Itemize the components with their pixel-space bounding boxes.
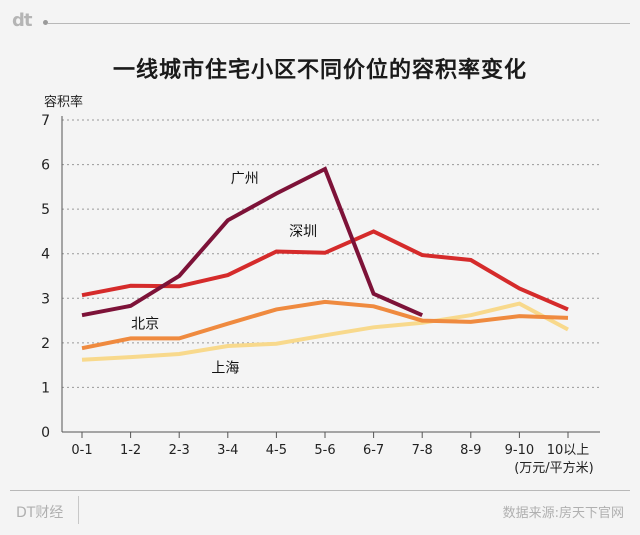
x-tick-label: 4-5 [266,443,287,458]
series-label-上海: 上海 [211,360,239,376]
x-tick-label: 8-9 [460,443,481,458]
top-rule [48,23,630,24]
series-line-上海 [81,301,569,362]
series-label-广州: 广州 [231,171,259,187]
y-axis-label: 容积率 [44,94,83,110]
y-tick-label: 7 [41,113,50,129]
x-tick-label: 10以上 [547,443,590,458]
x-tick-label: 6-7 [363,443,384,458]
series-label-北京: 北京 [131,316,159,332]
y-tick-label: 3 [41,291,50,307]
y-tick-label: 0 [41,425,50,441]
series-label-深圳: 深圳 [289,224,317,240]
x-tick-label: 1-2 [120,443,141,458]
footer-rule [10,490,630,491]
x-tick-label: 0-1 [71,443,92,458]
y-tick-label: 4 [41,247,50,263]
y-tick-label: 5 [41,202,50,218]
dt-logo: dt [12,10,32,31]
x-tick-label: 2-3 [169,443,190,458]
source-label: 数据来源:房天下官网 [502,506,624,521]
top-rule-dot [43,20,48,25]
x-tick-label: 3-4 [217,443,238,458]
footer-divider [78,496,79,524]
x-tick-label: 5-6 [314,443,335,458]
series-line-深圳 [81,229,569,312]
series-line-北京 [81,299,569,351]
chart-title: 一线城市住宅小区不同价位的容积率变化 [112,58,527,83]
footer: DT财经 数据来源:房天下官网 [0,490,640,535]
y-tick-label: 6 [41,158,50,174]
x-tick-label: 9-10 [505,443,535,458]
y-tick-label: 1 [41,380,50,396]
x-tick-label: 7-8 [412,443,433,458]
x-axis-unit-label: (万元/平方米) [514,460,594,476]
y-tick-label: 2 [41,336,50,352]
top-bar: dt [0,0,640,40]
series-line-广州 [81,166,424,318]
brand-label: DT财经 [16,505,64,521]
